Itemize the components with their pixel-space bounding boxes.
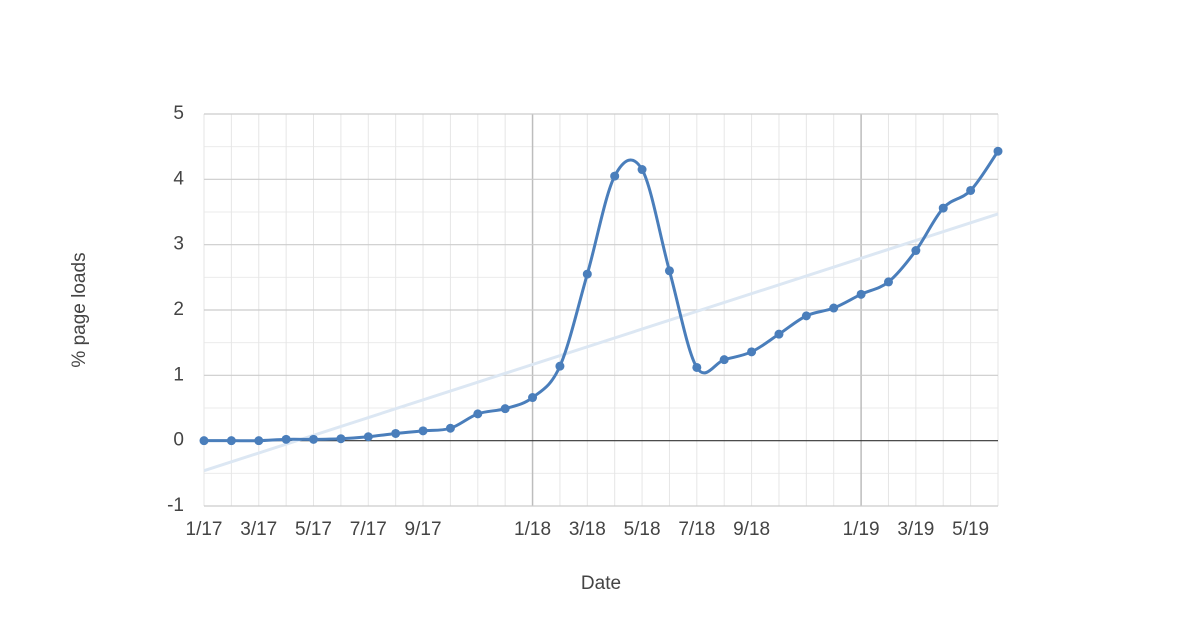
point <box>199 436 209 446</box>
y-axis-title: % page loads <box>69 252 90 367</box>
point <box>309 434 319 444</box>
x-axis-title: Date <box>581 573 621 594</box>
point <box>938 203 948 213</box>
point <box>254 436 264 446</box>
x-tick-label: 5/18 <box>624 519 661 540</box>
line <box>204 150 1000 443</box>
x-tick-label: 3/17 <box>240 519 277 540</box>
point <box>747 347 757 357</box>
y-tick-label: 0 <box>173 430 184 451</box>
x-tick-label: 1/19 <box>843 519 880 540</box>
point <box>664 266 674 276</box>
y-tick-label: 2 <box>173 299 184 320</box>
x-tick-label: 5/17 <box>295 519 332 540</box>
point <box>966 185 976 195</box>
point <box>473 409 483 419</box>
point <box>719 355 729 365</box>
y-tick-label: 1 <box>173 364 184 385</box>
y-tick-label: 5 <box>173 103 184 124</box>
x-tick-label: 1/17 <box>186 519 223 540</box>
x-tick-label: 3/18 <box>569 519 606 540</box>
x-tick-label: 5/19 <box>952 519 989 540</box>
point <box>391 428 401 438</box>
point <box>281 434 291 444</box>
y-tick-label: -1 <box>167 495 184 516</box>
point <box>911 246 921 256</box>
x-tick-label: 1/18 <box>514 519 551 540</box>
point <box>692 362 702 372</box>
point <box>637 165 647 175</box>
point <box>445 423 455 433</box>
point <box>363 432 373 442</box>
point <box>336 434 346 444</box>
point <box>555 361 565 371</box>
y-tick-label: 3 <box>173 234 184 255</box>
x-tick-label: 7/17 <box>350 519 387 540</box>
point <box>829 303 839 313</box>
x-tick-label: 7/18 <box>678 519 715 540</box>
y-tick-label: 4 <box>173 168 184 189</box>
point <box>528 393 538 403</box>
point <box>856 289 866 299</box>
point <box>610 171 620 181</box>
point <box>582 269 592 279</box>
point <box>774 329 784 339</box>
point <box>883 277 893 287</box>
point <box>226 436 236 446</box>
point <box>418 426 428 436</box>
x-tick-label: 9/18 <box>733 519 770 540</box>
trendline <box>203 212 999 473</box>
x-tick-label: 3/19 <box>897 519 934 540</box>
point <box>500 404 510 414</box>
point <box>993 146 1003 156</box>
x-tick-label: 9/17 <box>405 519 442 540</box>
point <box>801 311 811 321</box>
